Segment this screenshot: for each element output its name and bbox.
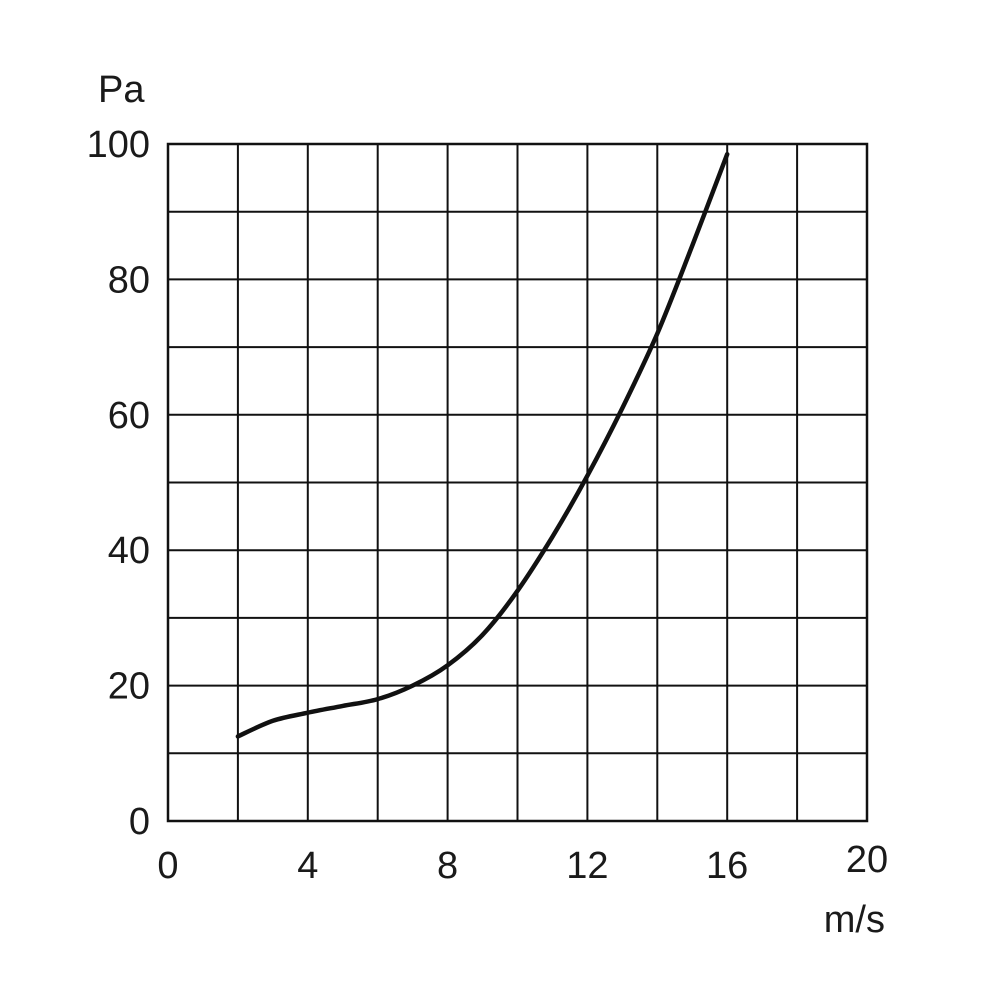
y-tick-label: 20 [108,666,150,708]
y-axis-label: Pa [98,69,145,111]
plot-frame [166,142,869,823]
x-tick-label: 20 [846,839,888,881]
x-tick-label: 12 [566,845,608,887]
y-tick-label: 0 [129,801,150,843]
y-tick-label: 100 [87,124,150,166]
y-tick-label: 60 [108,395,150,437]
x-tick-label: 4 [297,845,318,887]
x-tick-label: 8 [437,845,458,887]
series-layer [235,151,730,739]
x-tick-label: 0 [157,845,178,887]
grid [166,142,869,823]
series-line [235,151,730,739]
y-tick-label: 40 [108,530,150,572]
x-tick-label: 16 [706,845,748,887]
tick-labels: 0 4 8 12 16 20 0 20 40 60 80 100 [87,124,889,887]
x-axis-label: m/s [824,899,885,941]
y-tick-label: 80 [108,259,150,301]
